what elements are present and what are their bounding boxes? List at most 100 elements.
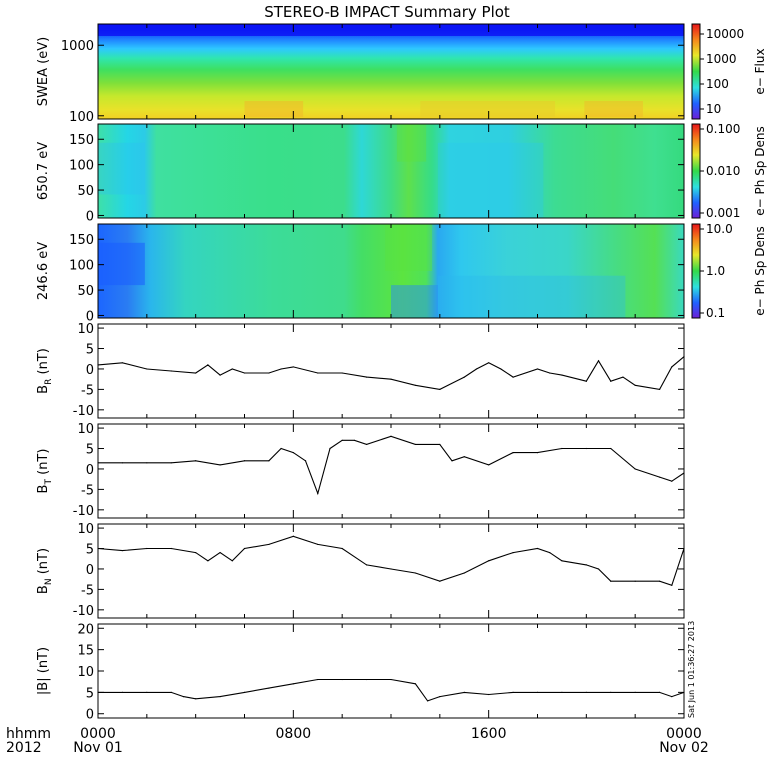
- y-label-unit: (nT): [36, 449, 51, 479]
- data-point: [268, 372, 270, 374]
- flux-enhancement-2: [584, 101, 643, 117]
- data-point: [634, 580, 636, 582]
- data-point: [195, 460, 197, 462]
- colorbar-tick-label: 0.001: [706, 206, 740, 220]
- data-point: [365, 443, 368, 446]
- data-point: [683, 547, 685, 550]
- data-point: [439, 696, 441, 698]
- y-tick-label: 0: [86, 309, 94, 324]
- data-point: [414, 683, 417, 685]
- data-point: [219, 696, 221, 698]
- y-tick-label: 0: [86, 209, 94, 224]
- data-point: [207, 364, 209, 366]
- x-tick-label: 0000: [80, 726, 116, 742]
- data-point: [182, 696, 185, 698]
- data-point: [207, 560, 209, 562]
- colorbar: [691, 23, 701, 120]
- data-point: [549, 552, 551, 554]
- y-tick-label: -5: [81, 383, 94, 398]
- data-point: [195, 698, 197, 700]
- data-point: [658, 580, 661, 582]
- data-point: [561, 374, 563, 376]
- y-tick-label: 0: [86, 563, 94, 578]
- data-point: [365, 678, 368, 681]
- spectrogram-panel-3: 150 100 50 0 246.6 eV 10.0 1.0 0.1 e− Ph Sp Dens: [36, 222, 767, 324]
- y-tick-label: 0: [86, 463, 94, 478]
- data-point: [597, 568, 600, 570]
- data-point: [365, 564, 368, 566]
- data-point: [317, 492, 319, 495]
- time-label-year: 2012: [6, 740, 42, 756]
- data-point: [121, 462, 124, 464]
- data-point: [414, 443, 417, 446]
- pitch-angle-feature-1: [396, 124, 427, 162]
- series-line: [98, 678, 685, 702]
- flux-enhancement-0: [420, 101, 556, 117]
- pitch-angle-feature-0: [98, 242, 145, 286]
- data-point: [292, 452, 294, 454]
- y-tick-label: -5: [81, 583, 94, 598]
- data-point: [390, 435, 392, 437]
- data-point: [414, 384, 417, 386]
- data-point: [561, 560, 563, 562]
- pitch-angle-feature-3: [437, 275, 626, 318]
- data-point: [463, 456, 465, 458]
- colorbar-tick-label: 100: [706, 77, 729, 91]
- data-point: [231, 560, 233, 562]
- y-tick-label: -5: [81, 483, 94, 498]
- data-point: [268, 687, 270, 689]
- data-point: [597, 360, 600, 362]
- y-label-unit: (nT): [36, 647, 51, 677]
- y-tick-label: 5: [86, 443, 94, 458]
- y-axis-label: 650.7 eV: [36, 142, 51, 200]
- data-point: [170, 370, 172, 372]
- data-point: [170, 691, 172, 693]
- data-point: [683, 472, 685, 474]
- data-point: [671, 480, 673, 482]
- x-tick-label: 1600: [471, 726, 507, 742]
- colorbar-tick-label: 10.0: [706, 222, 733, 236]
- time-label-hhmm: hhmm: [6, 726, 51, 742]
- data-point: [243, 460, 246, 462]
- colorbar-tick-label: 1.0: [706, 264, 725, 278]
- data-point: [671, 366, 673, 368]
- data-point: [317, 543, 319, 546]
- y-tick-label: 100: [69, 159, 94, 174]
- pitch-angle-feature-1: [385, 224, 433, 271]
- pitch-angle-feature-2: [437, 142, 544, 218]
- data-point: [610, 580, 612, 582]
- data-point: [195, 372, 197, 374]
- data-point: [329, 447, 331, 450]
- colorbar-tick-label: 10000: [706, 27, 744, 41]
- data-point: [536, 452, 539, 454]
- data-point: [683, 356, 685, 358]
- data-point: [561, 691, 563, 693]
- line-panel-4: 20 15 10 5 0 |B| (nT): [36, 622, 685, 723]
- data-point: [439, 580, 441, 582]
- y-tick-label: -10: [73, 404, 94, 419]
- flux-enhancement-1: [244, 101, 304, 117]
- y-tick-label: 1000: [61, 39, 94, 54]
- data-point: [292, 535, 294, 537]
- colorbar-tick-label: 0.010: [706, 164, 740, 178]
- data-point: [585, 447, 587, 450]
- data-point: [170, 547, 172, 550]
- y-tick-label: 0: [86, 708, 94, 723]
- y-axis-label: BR (nT): [36, 348, 54, 394]
- data-point: [536, 368, 539, 370]
- y-axis-label: SWEA (eV): [36, 37, 51, 106]
- y-tick-label: 5: [86, 543, 94, 558]
- data-point: [243, 372, 246, 374]
- y-label-subscript: R: [44, 379, 54, 385]
- data-point: [280, 368, 282, 370]
- y-tick-label: 50: [77, 284, 94, 299]
- colorbar-tick-label: 1000: [706, 52, 737, 66]
- data-point: [658, 388, 661, 390]
- data-point: [439, 388, 441, 390]
- data-point: [146, 547, 148, 550]
- spectrogram-panel-1: 1000 100 SWEA (eV) 10000 1000 100 10 e− Flux: [36, 23, 767, 125]
- spectrogram-panel-2: 150 100 50 0 650.7 eV 0.100 0.010 0.001 e− Ph Sp…: [36, 122, 767, 224]
- data-point: [97, 547, 99, 550]
- y-label-subscript: T: [44, 479, 54, 486]
- data-point: [671, 584, 673, 586]
